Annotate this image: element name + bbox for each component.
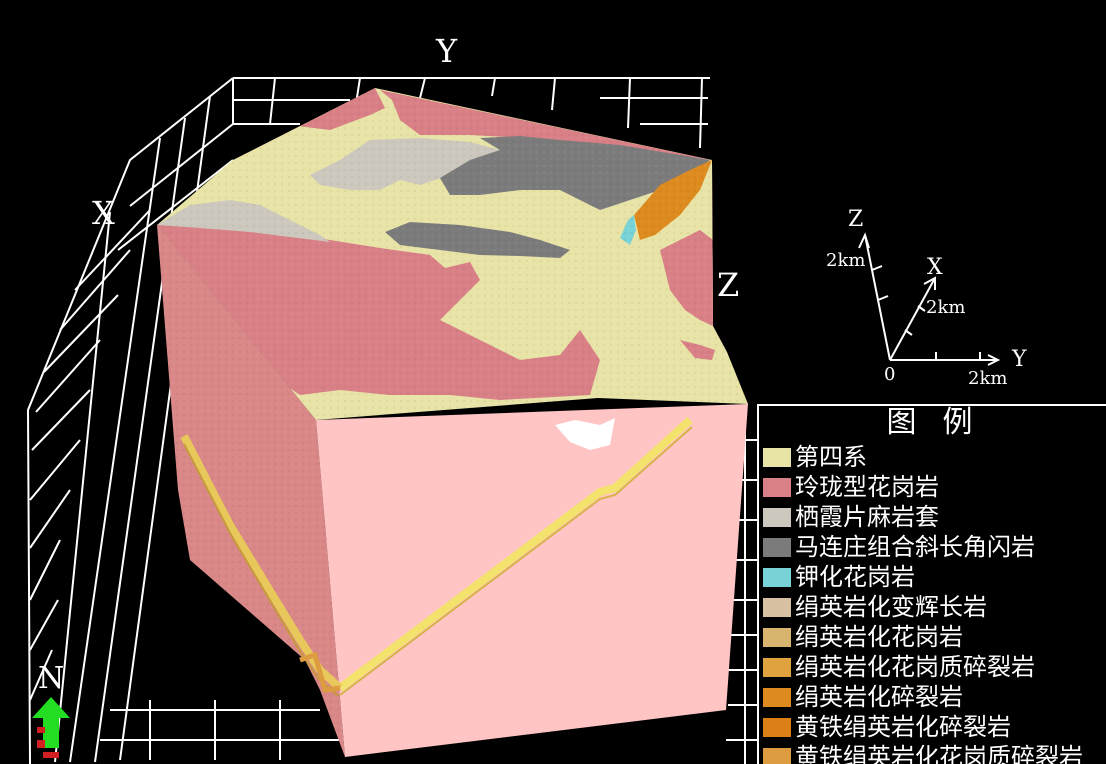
scale-bar: [858, 232, 1001, 366]
geological-block: [157, 88, 748, 757]
legend-item: 马连庄组合斜长角闪岩: [763, 532, 1106, 562]
legend-item: 黄铁绢英岩化碎裂岩: [763, 712, 1106, 742]
axis-label-x: X: [92, 194, 115, 232]
ore-band-front-edge: [339, 426, 693, 696]
legend-swatch: [763, 747, 791, 764]
scale-y-label: Y: [1011, 347, 1027, 372]
white-patch: [555, 418, 615, 450]
ore-band-front: [337, 417, 693, 692]
legend-swatch: [763, 687, 791, 707]
ore-band-left: [180, 434, 343, 691]
axis-label-z: Z: [717, 266, 739, 304]
legend-list: 第四系 玲珑型花岗岩 栖霞片麻岩套 马连庄组合斜长角闪岩 钾化花岗岩 绢英岩化变辉长岩 绢英…: [759, 442, 1106, 764]
scale-y-length: 2km: [968, 368, 1007, 389]
legend-panel: 图例 第四系 玲珑型花岗岩 栖霞片麻岩套 马连庄组合斜长角闪岩 钾化花岗岩 绢英岩化变辉长…: [757, 404, 1106, 764]
legend-label: 玲珑型花岗岩: [795, 473, 939, 501]
legend-swatch: [763, 477, 791, 497]
legend-item: 黄铁绢英岩化花岗质碎裂岩: [763, 742, 1106, 764]
legend-swatch: [763, 657, 791, 677]
legend-item: 玲珑型花岗岩: [763, 472, 1106, 502]
legend-item: 绢英岩化变辉长岩: [763, 592, 1106, 622]
legend-item: 绢英岩化碎裂岩: [763, 682, 1106, 712]
legend-swatch: [763, 507, 791, 527]
legend-label: 绢英岩化花岗质碎裂岩: [795, 653, 1035, 681]
legend-swatch: [763, 567, 791, 587]
legend-label: 黄铁绢英岩化花岗质碎裂岩: [795, 743, 1083, 764]
legend-label: 绢英岩化花岗岩: [795, 623, 963, 651]
scale-origin: 0: [884, 364, 895, 385]
legend-item: 绢英岩化花岗质碎裂岩: [763, 652, 1106, 682]
north-label: N: [38, 661, 64, 696]
legend-item: 第四系: [763, 442, 1106, 472]
legend-swatch: [763, 627, 791, 647]
legend-item: 栖霞片麻岩套: [763, 502, 1106, 532]
legend-swatch: [763, 537, 791, 557]
scale-x-label: X: [927, 255, 943, 280]
legend-item: 钾化花岗岩: [763, 562, 1106, 592]
legend-label: 马连庄组合斜长角闪岩: [795, 533, 1035, 561]
legend-label: 绢英岩化碎裂岩: [795, 683, 963, 711]
legend-swatch: [763, 717, 791, 737]
north-arrow-icon: [32, 697, 70, 758]
block-left-face-shade: [157, 225, 345, 757]
legend-swatch: [763, 597, 791, 617]
legend-title: 图例: [886, 405, 999, 440]
scale-z-length: 2km: [826, 250, 865, 271]
legend-label: 黄铁绢英岩化碎裂岩: [795, 713, 1011, 741]
legend-item: 绢英岩化花岗岩: [763, 622, 1106, 652]
legend-label: 第四系: [795, 443, 867, 471]
block-front-face: [316, 404, 748, 757]
legend-label: 绢英岩化变辉长岩: [795, 593, 987, 621]
legend-label: 栖霞片麻岩套: [795, 503, 939, 531]
axis-label-y: Y: [435, 32, 458, 70]
scale-z-label: Z: [848, 207, 863, 232]
legend-swatch: [763, 447, 791, 467]
scale-x-length: 2km: [926, 297, 965, 318]
legend-label: 钾化花岗岩: [795, 563, 915, 591]
grid-lines: [26, 77, 757, 764]
